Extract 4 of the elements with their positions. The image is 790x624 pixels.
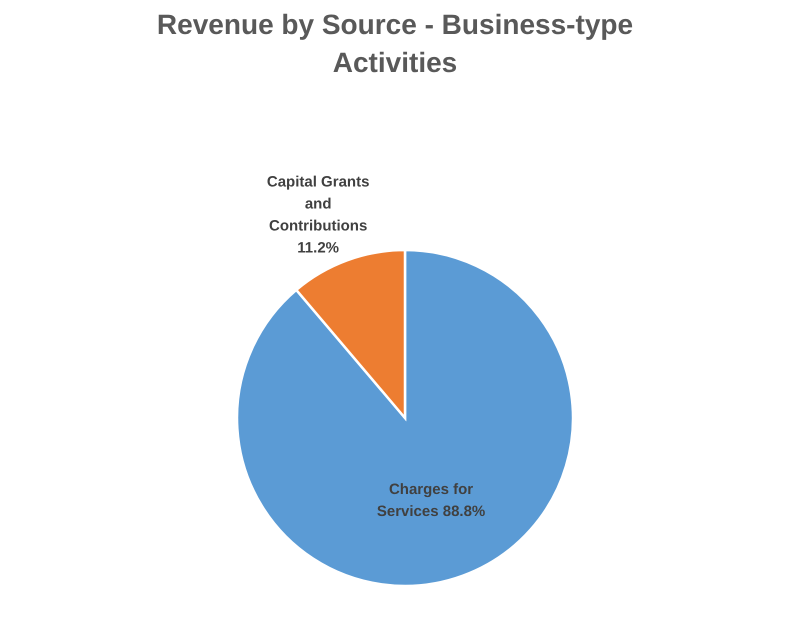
slice-label: Charges for Services 88.8% [376,480,486,520]
chart-title: Revenue by Source - Business-type Activities [156,9,634,78]
data-label: 11.2% [297,239,340,256]
slice-label: Capital Grants and Contributions [266,173,370,234]
